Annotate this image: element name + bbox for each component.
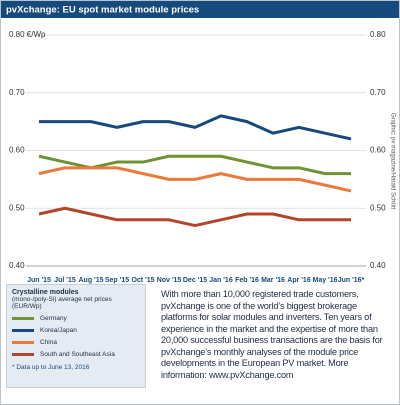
y-tick-label: 0.60 bbox=[9, 146, 25, 155]
description: With more than 10,000 registered trade c… bbox=[161, 289, 383, 380]
series-line bbox=[38, 166, 352, 193]
y2-tick-label: 0.70 bbox=[370, 88, 386, 97]
legend-entry: Korea/Japan bbox=[12, 327, 140, 334]
legend-title: Crystalline modules bbox=[12, 289, 79, 296]
x-tick-label: May '16 bbox=[312, 277, 337, 284]
legend-entry: China bbox=[12, 339, 140, 346]
header-bar bbox=[1, 1, 399, 18]
x-tick-label: Jul '15 bbox=[54, 277, 76, 284]
x-tick-label: Mar '16 bbox=[261, 277, 285, 284]
legend-label: Korea/Japan bbox=[40, 327, 77, 334]
chart-title: pvXchange: EU spot market module prices bbox=[6, 5, 199, 16]
legend-swatch bbox=[12, 317, 34, 320]
x-tick-label: Sep '15 bbox=[105, 277, 129, 284]
legend-label: South and Southeast Asia bbox=[40, 351, 115, 358]
x-tick-label: Aug '15 bbox=[78, 277, 103, 284]
legend-swatch bbox=[12, 329, 34, 332]
legend-entry: Germany bbox=[12, 315, 140, 322]
series-line bbox=[38, 206, 351, 228]
legend-rows: Germany Korea/Japan China South and Southea… bbox=[12, 315, 140, 358]
y-tick-label: 0.80 €/Wp bbox=[9, 30, 46, 39]
x-tick-label: Apr '16 bbox=[287, 277, 311, 284]
x-tick-label: Feb '16 bbox=[235, 277, 259, 284]
y2-tick-label: 0.40 bbox=[370, 261, 386, 270]
x-tick-label: Jan '16 bbox=[209, 277, 233, 284]
series-line bbox=[39, 114, 352, 141]
y2-tick-label: 0.60 bbox=[370, 146, 386, 155]
y-tick-label: 0.70 bbox=[9, 88, 25, 97]
y-tick-label: 0.50 bbox=[9, 203, 25, 212]
x-tick-label: Jun '15 bbox=[27, 277, 51, 284]
y2-tick-label: 0.80 bbox=[370, 30, 386, 39]
source-label: Graphic: pv magazine/Harald Schütt bbox=[389, 113, 395, 210]
y-tick-label: 0.40 bbox=[9, 261, 25, 270]
series-line bbox=[38, 154, 351, 176]
legend-swatch bbox=[12, 341, 34, 344]
legend: Crystalline modules (mono-/poly-Si) aver… bbox=[6, 284, 146, 388]
x-tick-label: Jun '16* bbox=[338, 277, 365, 284]
legend-entry: South and Southeast Asia bbox=[12, 351, 140, 358]
legend-label: China bbox=[40, 339, 57, 346]
x-tick-label: Oct '15 bbox=[131, 277, 154, 284]
legend-subtitle: (mono-/poly-Si) average net prices (EUR/… bbox=[12, 296, 112, 310]
legend-swatch bbox=[12, 353, 34, 356]
footnote: * Data up to June 13, 2016 bbox=[12, 364, 90, 371]
x-tick-label: Nov '15 bbox=[157, 277, 182, 284]
legend-label: Germany bbox=[40, 315, 67, 322]
y2-tick-label: 0.50 bbox=[370, 203, 386, 212]
x-tick-label: Dec '15 bbox=[183, 277, 207, 284]
